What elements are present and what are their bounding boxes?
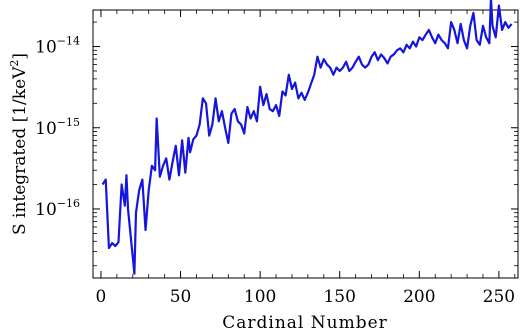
x-tick-label: 250 bbox=[483, 287, 515, 307]
x-tick-label: 0 bbox=[96, 287, 107, 307]
y-axis-label: S integrated [1/keV2] bbox=[8, 53, 30, 235]
plot-frame bbox=[92, 9, 519, 279]
series-layer bbox=[101, 0, 513, 275]
x-tick-label: 200 bbox=[403, 287, 435, 307]
y-axis-label-end: ] bbox=[10, 53, 30, 60]
y-tick-label: 10−15 bbox=[35, 116, 80, 139]
y-axis-ticks: 10−16 10−15 10−14 bbox=[35, 21, 518, 267]
y-tick-label: 10−16 bbox=[35, 197, 80, 220]
y-axis-label-superscript: 2 bbox=[8, 60, 21, 67]
x-axis-label: Cardinal Number bbox=[222, 313, 388, 333]
y-axis-label-main: S integrated [1/keV bbox=[10, 66, 30, 235]
x-tick-label: 150 bbox=[323, 287, 355, 307]
x-axis-ticks: 0 50 100 150 200 250 bbox=[96, 10, 516, 307]
y-tick-label: 10−14 bbox=[35, 35, 80, 58]
x-tick-label: 50 bbox=[170, 287, 192, 307]
series-line-0 bbox=[101, 0, 513, 275]
x-tick-label: 100 bbox=[244, 287, 276, 307]
